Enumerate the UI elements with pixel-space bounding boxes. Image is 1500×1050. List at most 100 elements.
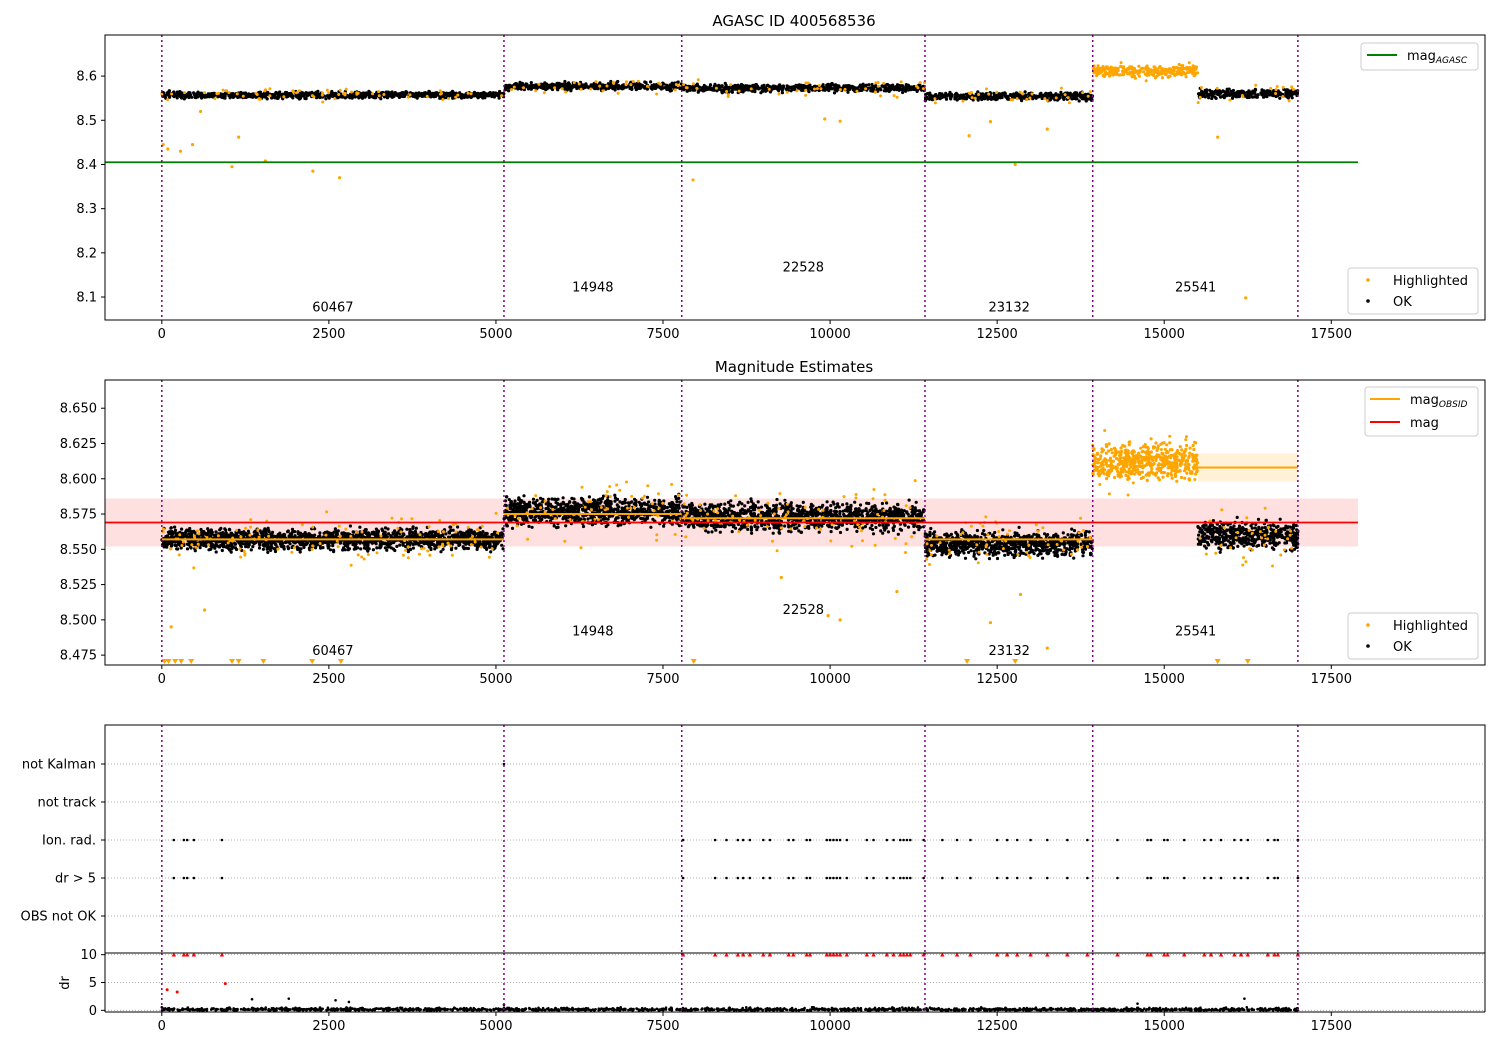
ok-point: [259, 540, 264, 544]
highlighted-point: [1274, 88, 1278, 92]
ok-point: [529, 81, 533, 85]
ok-point: [356, 534, 360, 538]
ok-point: [858, 83, 863, 87]
ok-point: [209, 94, 213, 98]
x-tick-label: 17500: [1311, 327, 1352, 342]
ok-point: [274, 90, 278, 95]
ok-point: [955, 93, 960, 97]
ok-point: [277, 94, 281, 98]
highlighted-point: [921, 87, 925, 91]
highlighted-point: [396, 526, 400, 530]
x-tick-label: 2500: [312, 327, 345, 342]
ok-point: [431, 530, 435, 534]
ok-point: [481, 542, 485, 547]
ok-point: [363, 535, 367, 539]
ok-point: [1014, 91, 1019, 95]
ok-point: [980, 94, 984, 98]
highlighted-point: [207, 543, 210, 547]
highlighted-point: [1122, 66, 1126, 70]
ok-point: [262, 544, 266, 548]
highlighted-point: [838, 88, 842, 92]
ok-point: [491, 93, 495, 97]
highlighted-point: [1114, 72, 1118, 76]
outlier-point: [190, 142, 195, 147]
highlighted-point: [659, 82, 663, 86]
outlier-point: [967, 134, 971, 138]
highlighted-point: [1175, 70, 1180, 74]
highlighted-point: [1131, 72, 1135, 76]
highlighted-point: [817, 84, 821, 87]
outlier-point: [178, 149, 183, 153]
ok-point: [441, 547, 445, 551]
ok-point: [1038, 92, 1042, 96]
ok-point: [283, 540, 288, 544]
ok-point: [844, 84, 848, 88]
highlighted-point: [310, 547, 314, 551]
highlighted-point: [1103, 72, 1107, 76]
y-tick-label: 8.5: [76, 114, 97, 129]
highlighted-point: [1287, 99, 1291, 103]
ok-point: [432, 93, 436, 98]
highlighted-point: [995, 90, 999, 94]
ok-point: [777, 86, 781, 90]
ok-point: [298, 531, 303, 535]
highlighted-point: [819, 87, 823, 91]
ok-point: [487, 92, 491, 96]
highlighted-point: [425, 94, 429, 98]
ok-point: [1059, 90, 1063, 94]
outlier-point: [311, 169, 315, 173]
highlighted-point: [406, 95, 410, 99]
ok-point: [1071, 94, 1076, 98]
ok-point: [768, 85, 772, 89]
ok-point: [563, 79, 567, 84]
ok-point: [1210, 96, 1214, 101]
highlighted-point: [168, 547, 172, 551]
highlighted-point: [494, 511, 498, 515]
ok-point: [753, 85, 757, 89]
highlighted-point: [1043, 97, 1047, 101]
ok-point: [180, 92, 184, 96]
ok-point: [534, 83, 538, 87]
highlighted-point: [258, 97, 262, 101]
highlighted-point: [427, 525, 431, 529]
highlighted-point: [428, 553, 432, 557]
highlighted-point: [918, 81, 922, 85]
highlighted-point: [577, 82, 581, 86]
outlier-point: [988, 120, 993, 124]
highlighted-point: [382, 93, 386, 96]
highlighted-point: [479, 545, 483, 549]
highlighted-point: [876, 81, 880, 84]
highlighted-point: [471, 534, 474, 538]
ok-point: [992, 91, 996, 95]
highlighted-point: [1157, 66, 1161, 70]
highlighted-point: [377, 90, 381, 94]
highlighted-point: [1059, 86, 1063, 90]
ok-point: [289, 533, 293, 537]
highlighted-point: [1063, 93, 1067, 97]
ok-point: [642, 84, 646, 89]
ok-point: [497, 96, 501, 100]
highlighted-point: [441, 542, 445, 546]
ok-point: [195, 93, 199, 97]
ok-point: [676, 80, 680, 84]
highlighted-point: [166, 98, 170, 102]
ok-point: [167, 541, 171, 546]
ok-point: [826, 84, 831, 88]
highlighted-point: [737, 89, 741, 93]
ok-point: [286, 530, 290, 534]
highlighted-point: [645, 84, 649, 88]
ok-point: [229, 543, 233, 547]
highlighted-point: [655, 92, 659, 96]
ok-point: [780, 91, 785, 95]
ok-point: [685, 89, 689, 93]
ok-point: [614, 82, 618, 86]
ok-point: [1220, 89, 1225, 94]
ok-point: [754, 83, 759, 87]
ok-point: [787, 85, 791, 89]
highlighted-point: [684, 86, 688, 90]
highlighted-point: [400, 517, 403, 521]
highlighted-point: [1067, 101, 1071, 105]
highlighted-point: [244, 526, 248, 530]
ok-point: [712, 88, 716, 92]
ok-point: [229, 531, 233, 536]
